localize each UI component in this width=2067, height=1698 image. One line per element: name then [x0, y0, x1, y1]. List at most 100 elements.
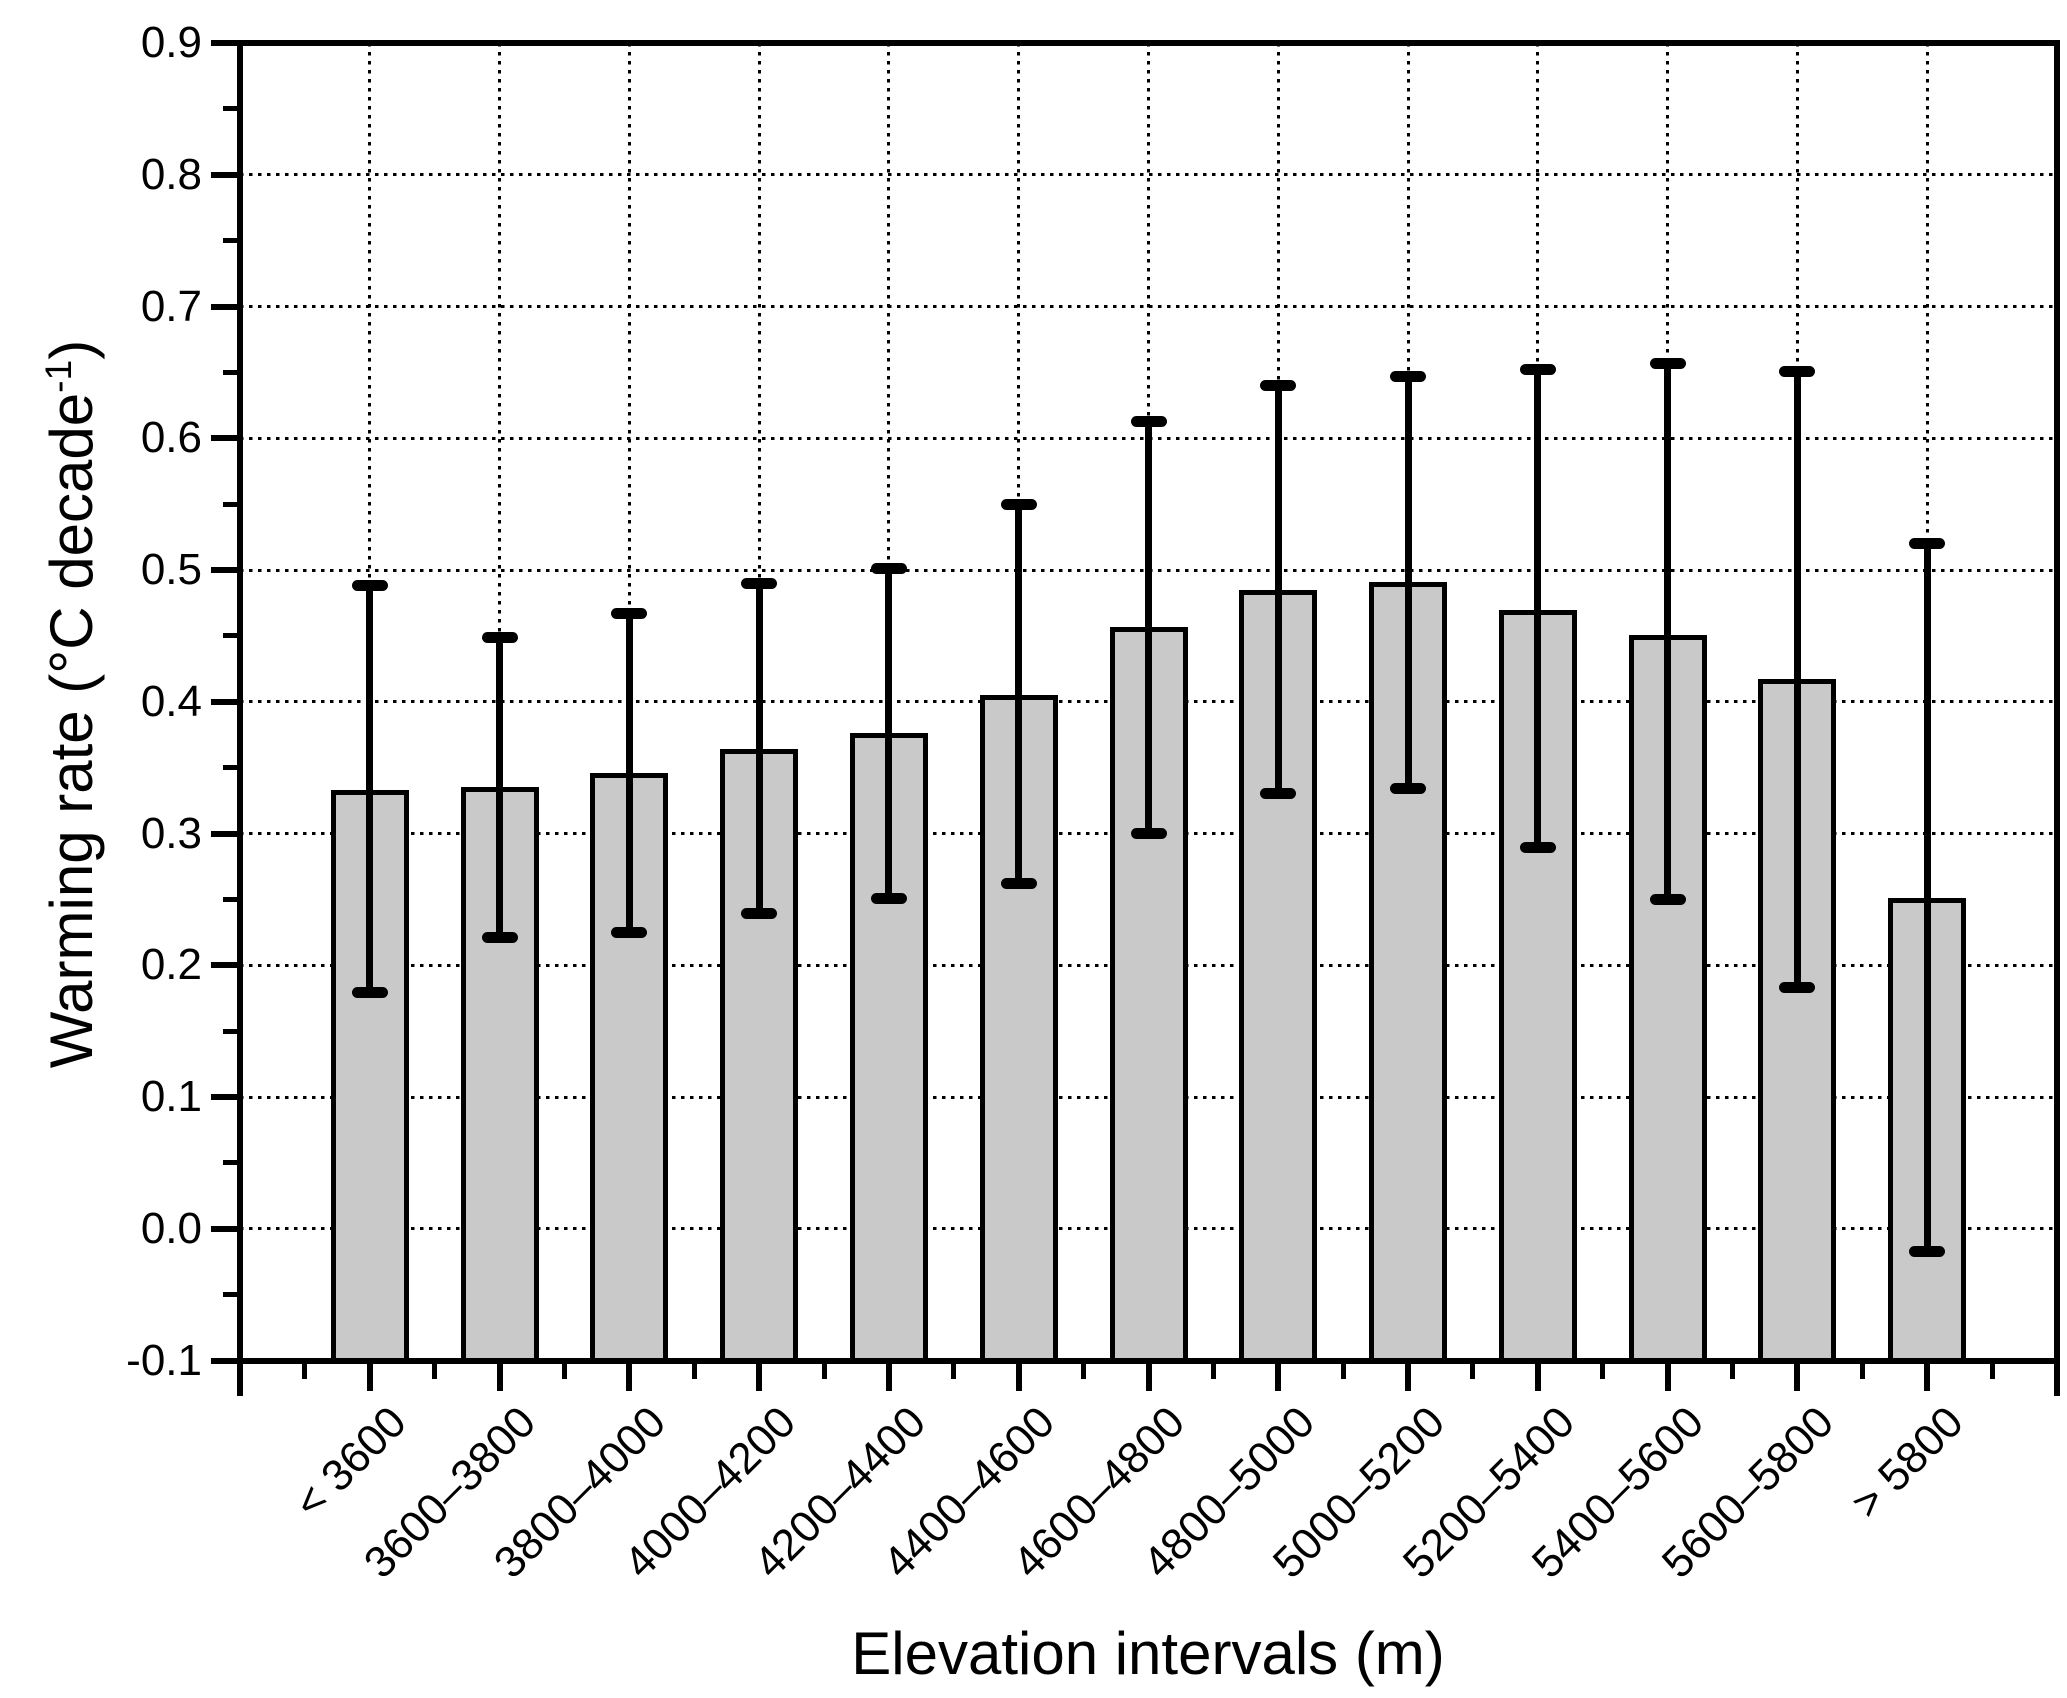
y-axis-major-tick	[211, 435, 237, 442]
y-axis-title-close: )	[38, 339, 105, 360]
y-axis-major-tick	[211, 1225, 237, 1232]
y-axis-major-tick	[211, 303, 237, 310]
x-axis-minor-tick	[432, 1363, 438, 1379]
x-axis-major-tick	[885, 1363, 892, 1391]
error-bar-cap-bottom	[1260, 788, 1297, 800]
error-bar-line	[1793, 371, 1801, 988]
bar	[1498, 609, 1577, 1364]
error-bar-cap-top	[1519, 364, 1556, 376]
error-bar-cap-top	[351, 580, 388, 592]
x-axis-corner-tick	[237, 1363, 243, 1396]
x-axis-minor-tick	[1859, 1363, 1865, 1379]
y-axis-major-tick	[211, 1094, 237, 1100]
error-bar-line	[366, 585, 374, 993]
error-bar-cap-top	[1390, 370, 1427, 382]
y-tick-label: -0.1	[126, 1335, 202, 1385]
y-tick-label: 0.8	[140, 149, 202, 199]
x-axis-minor-tick	[951, 1363, 957, 1379]
x-axis-minor-tick	[1730, 1363, 1736, 1379]
x-axis-minor-tick	[561, 1363, 567, 1379]
x-axis-major-tick	[756, 1363, 763, 1391]
y-axis-minor-tick	[223, 238, 237, 244]
x-axis-minor-tick	[1989, 1363, 1995, 1379]
error-bar-line	[625, 613, 633, 933]
bar	[460, 787, 539, 1364]
y-tick-label: 0.6	[140, 413, 202, 463]
y-tick-label: 0.3	[140, 808, 202, 858]
y-tick-label: 0.9	[140, 18, 202, 67]
error-bar-cap-bottom	[1649, 893, 1686, 905]
y-axis-title-superscript: -1	[37, 359, 79, 393]
x-axis-major-tick	[1275, 1363, 1282, 1391]
x-axis-title: Elevation intervals (m)	[851, 1620, 1445, 1687]
error-bar-line	[1923, 543, 1931, 1252]
x-axis-major-tick	[626, 1363, 633, 1391]
y-axis-minor-tick	[223, 765, 237, 771]
y-axis-minor-tick	[223, 369, 237, 375]
y-axis-minor-tick	[223, 501, 237, 507]
error-bar-line	[1534, 369, 1542, 848]
y-tick-label: 0.0	[140, 1203, 202, 1253]
error-bar-line	[1404, 376, 1412, 789]
x-axis-major-tick	[1015, 1363, 1022, 1391]
error-bar-line	[755, 583, 763, 914]
error-bar-cap-bottom	[741, 908, 778, 920]
x-tick-label: < 3600	[285, 1397, 416, 1528]
x-tick-label: > 5800	[1842, 1397, 1974, 1528]
error-bar-cap-top	[870, 563, 907, 575]
y-axis-major-tick	[211, 171, 237, 178]
x-axis-minor-tick	[1470, 1363, 1476, 1379]
error-bar-cap-top	[1130, 415, 1167, 427]
error-bar-line	[1015, 504, 1023, 884]
error-bar-cap-bottom	[1130, 828, 1167, 839]
error-bar-line	[496, 637, 504, 938]
error-bar-cap-bottom	[1000, 878, 1037, 890]
error-bar-line	[1145, 421, 1152, 834]
error-bar-line	[885, 568, 893, 899]
x-axis-minor-tick	[821, 1363, 827, 1379]
bar	[1628, 634, 1707, 1364]
x-axis-minor-tick	[1081, 1363, 1087, 1379]
y-tick-label: 0.1	[140, 1072, 202, 1121]
error-bar-cap-bottom	[1390, 783, 1427, 795]
y-axis-minor-tick	[223, 106, 237, 112]
error-bar-cap-bottom	[481, 932, 518, 944]
x-axis-major-tick	[1924, 1363, 1931, 1391]
error-bar-cap-bottom	[351, 987, 388, 999]
y-axis-minor-tick	[223, 1160, 237, 1166]
error-bar-cap-top	[481, 631, 518, 643]
error-bar-cap-top	[1779, 365, 1816, 377]
error-bar-cap-top	[741, 577, 778, 589]
bar	[590, 772, 669, 1364]
error-bar-cap-top	[1260, 380, 1297, 392]
y-tick-label: 0.7	[140, 281, 202, 331]
error-bar-cap-top	[1909, 538, 1946, 550]
y-axis-major-tick	[211, 698, 237, 705]
y-tick-label: 0.5	[140, 545, 202, 594]
x-axis-major-tick	[1534, 1363, 1541, 1391]
error-bar-cap-bottom	[611, 926, 648, 938]
x-axis-minor-tick	[1600, 1363, 1606, 1379]
x-axis-minor-tick	[1340, 1363, 1346, 1379]
y-axis-major-tick	[211, 830, 237, 837]
y-axis-minor-tick	[223, 896, 237, 902]
x-axis-minor-tick	[1210, 1363, 1216, 1379]
x-axis-major-tick	[366, 1363, 373, 1391]
x-axis-corner-tick	[2054, 1363, 2060, 1396]
error-bar-cap-top	[611, 607, 648, 619]
y-axis-minor-tick	[223, 633, 237, 639]
y-axis-major-tick	[211, 567, 237, 573]
x-axis-major-tick	[1405, 1363, 1412, 1391]
y-axis-major-tick	[211, 1357, 237, 1364]
error-bar-cap-bottom	[1779, 982, 1816, 994]
x-axis-major-tick	[496, 1363, 503, 1391]
x-axis-major-tick	[1145, 1363, 1152, 1391]
x-axis-major-tick	[1664, 1363, 1671, 1391]
y-axis-major-tick	[211, 962, 237, 969]
error-bar-cap-bottom	[1909, 1245, 1946, 1257]
error-bar-cap-bottom	[1519, 842, 1556, 854]
y-axis-minor-tick	[223, 1028, 237, 1034]
x-axis-minor-tick	[302, 1363, 308, 1379]
